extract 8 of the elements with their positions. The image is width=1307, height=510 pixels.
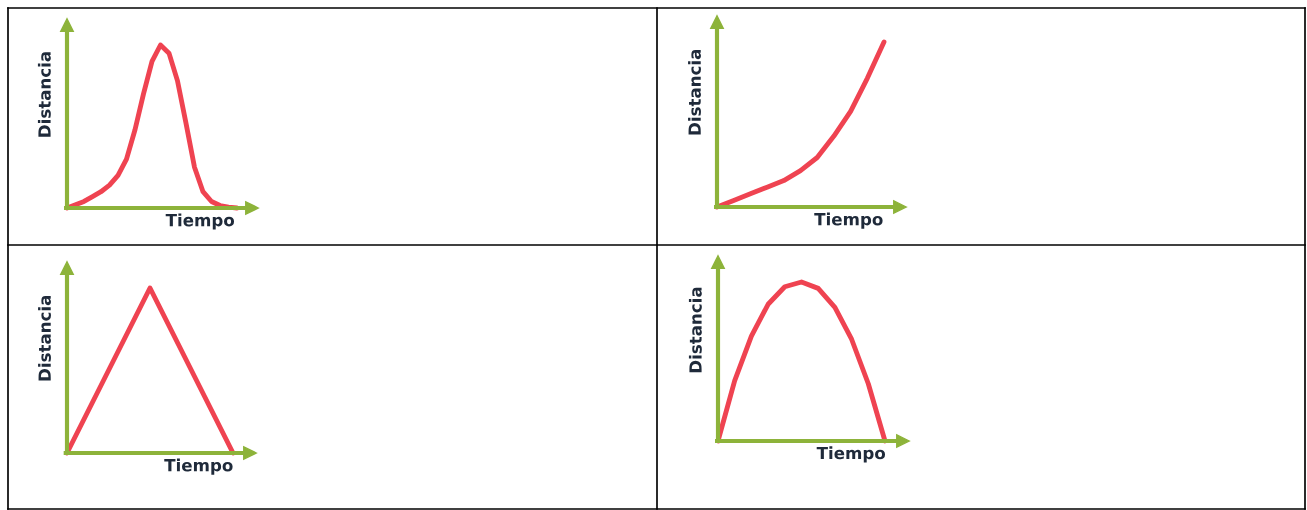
y-axis-title: Distancia [688,287,702,373]
y-axis-title: Distancia [37,52,51,137]
x-axis-title: Tiempo [164,458,233,475]
x-axis-title: Tiempo [814,212,883,229]
x-axis-title: Tiempo [816,446,886,463]
y-axis-title: Distancia [38,295,51,381]
y-axis-title: Distancia [688,49,701,135]
x-axis-title: Tiempo [165,213,235,230]
